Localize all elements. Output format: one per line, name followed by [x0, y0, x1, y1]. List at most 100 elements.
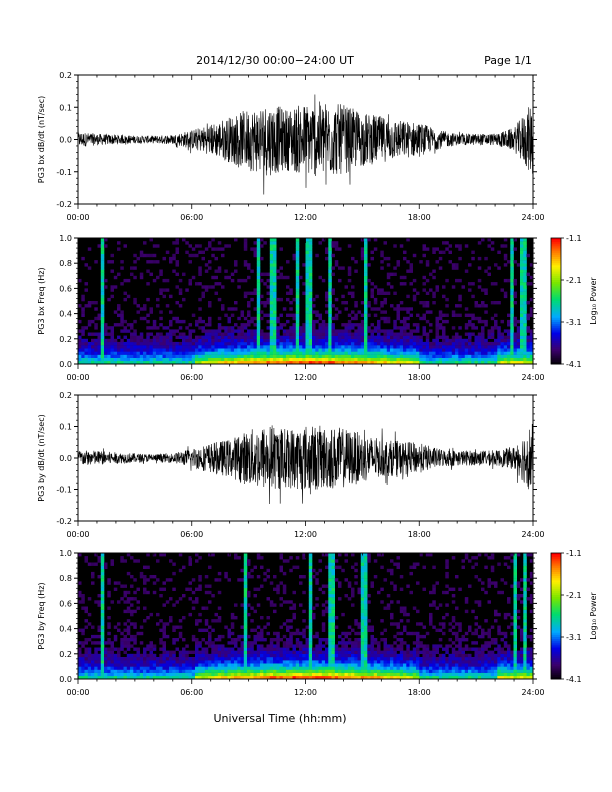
bx-spec-cell [120, 345, 124, 349]
by-spec-cell [78, 663, 82, 667]
bx-spec-cell [380, 316, 384, 321]
by-spec-cell [419, 644, 423, 648]
bx-spec-cell [273, 332, 277, 336]
by-spec-cell [383, 669, 387, 673]
by-spec-cell [360, 647, 365, 651]
bx-spec-cell [367, 238, 371, 242]
bx-spec-cell [338, 360, 342, 365]
by-spec-cell [230, 669, 235, 673]
bx-spec-cell [396, 348, 400, 352]
bx-spec-cell [165, 345, 170, 349]
by-spec-cell [341, 612, 345, 617]
by-spec-cell [263, 672, 267, 677]
by-spec-cell [390, 559, 394, 563]
bx-spec-cell [289, 351, 293, 355]
bx-spec-cell [455, 341, 459, 346]
bx-spec-cell [380, 341, 384, 346]
bx-spec-cell [152, 260, 157, 264]
bx-spec-cell [175, 260, 179, 264]
by-spec-cell [360, 672, 365, 677]
by-ts-ylabel: PG3 by dB/dt (nT/sec) [37, 414, 46, 501]
by-spec-cell [386, 663, 391, 667]
by-spec-cell [100, 565, 105, 569]
bx-spec-cell [377, 329, 381, 333]
bx-spec-cell [253, 360, 257, 365]
bx-spec-cell [520, 244, 524, 248]
bx-spec-cell [87, 354, 92, 358]
bx-spec-cell [201, 319, 205, 324]
by-spec-cell [364, 638, 368, 642]
bx-spec-cell [510, 310, 514, 314]
bx-spec-cell [234, 357, 238, 362]
bx-spec-cell [260, 338, 264, 343]
bx-spec-cell [455, 335, 459, 339]
bx-spec-cell [357, 360, 361, 365]
by-spec-cell [240, 663, 244, 667]
by-spec-cell [110, 600, 114, 604]
bx-spec-cell [325, 351, 329, 355]
bx-spec-cell [377, 341, 381, 346]
by-spec-cell [97, 672, 101, 677]
bx-spec-cell [396, 260, 400, 264]
by-spec-cell [227, 666, 231, 670]
bx-spec-cell [87, 304, 92, 308]
by-spec-cell [419, 672, 423, 677]
bx-spec-cell [364, 335, 368, 339]
by-spec-cell [334, 625, 339, 629]
by-spec-cell [308, 644, 313, 648]
bx-spec-cell [448, 341, 452, 346]
bx-spec-cell [146, 348, 150, 352]
bx-spec-cell [143, 338, 147, 343]
by-spec-cell [321, 609, 326, 614]
by-spec-cell [87, 663, 92, 667]
bx-spec-cell [100, 285, 105, 289]
by-spec-cell [396, 663, 400, 667]
bx-spec-cell [94, 348, 98, 352]
by-spec-cell [256, 556, 261, 560]
bx-spec-cell [377, 332, 381, 336]
by-spec-cell [364, 603, 368, 607]
bx-spec-cell [380, 345, 384, 349]
bx-spec-cell [175, 354, 179, 358]
by-spec-cell [162, 628, 166, 632]
bx-spec-cell [331, 332, 335, 336]
bx-spec-cell [295, 307, 300, 311]
bx-spec-cell [360, 357, 365, 362]
bx-spec-cell [175, 241, 179, 245]
bx-spec-cell [100, 310, 105, 314]
bx-spec-cell [276, 357, 280, 362]
bx-spec-cell [325, 341, 329, 346]
bx-spec-cell [383, 348, 387, 352]
bx-spec-cell [289, 338, 293, 343]
by-spec-cell [438, 657, 443, 661]
by-spec-cell [321, 653, 326, 658]
bx-spec-cell [344, 341, 348, 346]
bx-spec-cell [295, 288, 300, 292]
bx-spec-cell [419, 354, 423, 358]
bx-spec-cell [162, 338, 166, 343]
bx-spec-cell [373, 313, 378, 317]
bx-spec-cell [250, 332, 254, 336]
by-spec-cell [253, 609, 257, 614]
bx-spec-cell [529, 263, 534, 267]
bx-spec-cell [191, 357, 196, 362]
bx-spec-cell [185, 360, 189, 365]
by-spec-cell [100, 578, 105, 582]
by-spec-cell [386, 660, 391, 664]
by-spec-cell [399, 666, 404, 670]
by-spec-cell [260, 631, 264, 636]
by-spec-cell [419, 650, 423, 654]
bx-spec-cell [227, 307, 231, 311]
bx-spec-cell [188, 360, 192, 365]
by-spec-cell [91, 657, 95, 661]
bx-spec-cell [360, 345, 365, 349]
by-spec-cell [416, 672, 420, 677]
bx-spec-cell [201, 345, 205, 349]
bx-spec-cell [130, 266, 134, 270]
bx-spec-cell [133, 329, 137, 333]
bx-spec-cell [409, 269, 413, 273]
bx-spec-cell [234, 238, 238, 242]
bx-spec-cell [123, 278, 127, 283]
by-spec-cell [357, 590, 361, 595]
by-spec-cell [305, 650, 309, 654]
